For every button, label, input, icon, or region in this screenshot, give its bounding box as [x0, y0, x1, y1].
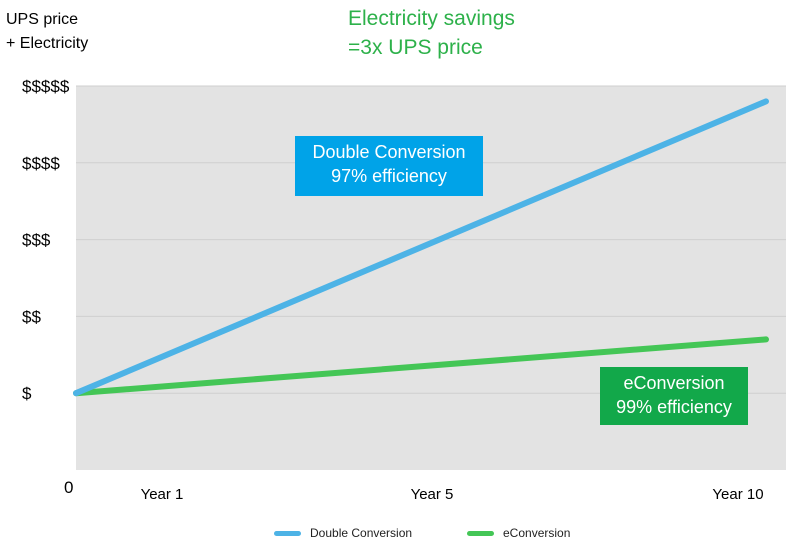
legend-swatch-econversion — [467, 530, 494, 536]
chart-title: Electricity savings =3x UPS price — [348, 7, 515, 59]
double-conversion-callout: Double Conversion 97% efficiency — [295, 136, 483, 196]
y-axis-ticks: 0$$$$$$$$$$$$$$$ — [22, 77, 73, 497]
y-tick-label: $$$ — [22, 231, 51, 250]
y-tick-label: $ — [22, 384, 32, 403]
x-tick-label: Year 10 — [712, 486, 763, 503]
series-lines — [73, 98, 769, 397]
y-tick-label: $$$$ — [22, 154, 60, 173]
series-line-double-conversion — [73, 98, 769, 397]
x-tick-label: Year 1 — [141, 486, 184, 503]
y-axis-title: UPS price + Electricity — [6, 11, 89, 52]
legend-label-double-conversion: Double Conversion — [310, 526, 413, 540]
x-axis-ticks: Year 1 Year 5 Year 10 — [141, 486, 764, 503]
y-tick-label: 0 — [64, 478, 73, 497]
econversion-callout: eConversion 99% efficiency — [600, 367, 748, 425]
series-line-econversion — [73, 336, 769, 397]
y-tick-label: $$$$$ — [22, 77, 70, 96]
legend-item-double-conversion: Double Conversion — [274, 524, 412, 542]
y-tick-label: $$ — [22, 307, 41, 326]
legend-label-econversion: eConversion — [503, 526, 571, 540]
legend-item-econversion: eConversion — [467, 524, 570, 542]
x-tick-label: Year 5 — [411, 486, 454, 503]
legend-swatch-double-conversion — [274, 530, 301, 536]
